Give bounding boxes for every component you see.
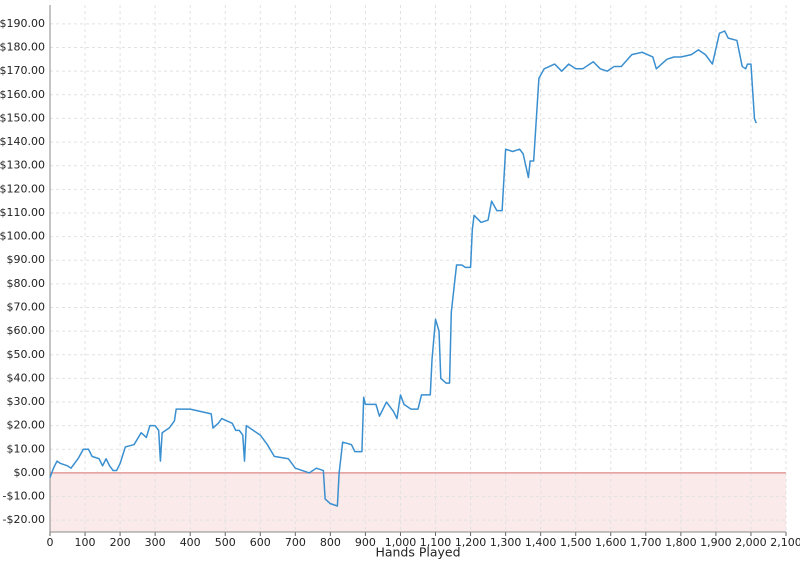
y-tick-label: $120.00 xyxy=(0,182,45,195)
y-tick-label: $160.00 xyxy=(0,88,45,101)
x-tick-label: 600 xyxy=(250,536,271,549)
x-tick-label: 1,100 xyxy=(420,536,452,549)
x-tick-label: 200 xyxy=(110,536,131,549)
x-tick-label: 1,200 xyxy=(455,536,487,549)
x-tick-label: 1,500 xyxy=(560,536,592,549)
x-tick-label: 400 xyxy=(180,536,201,549)
x-tick-label: 1,000 xyxy=(385,536,417,549)
y-tick-label: $180.00 xyxy=(0,41,45,54)
x-tick-label: 2,100 xyxy=(770,536,800,549)
series-line xyxy=(49,30,757,507)
y-tick-label: $60.00 xyxy=(7,324,46,337)
y-tick-label: -$20.00 xyxy=(3,513,45,526)
y-tick-label: $0.00 xyxy=(14,466,46,479)
y-tick-label: -$10.00 xyxy=(3,490,45,503)
y-tick-label: $90.00 xyxy=(7,253,46,266)
y-tick-label: $80.00 xyxy=(7,277,46,290)
x-tick-label: 700 xyxy=(285,536,306,549)
x-tick-label: 800 xyxy=(320,536,341,549)
y-tick-label: $10.00 xyxy=(7,442,46,455)
y-tick-label: $50.00 xyxy=(7,348,46,361)
x-tick-label: 1,300 xyxy=(490,536,522,549)
negative-region xyxy=(50,472,786,532)
x-tick-label: 1,700 xyxy=(630,536,662,549)
x-tick-label: 1,900 xyxy=(700,536,732,549)
y-tick-label: $150.00 xyxy=(0,111,45,124)
x-axis-title: Hands Played xyxy=(375,545,460,560)
y-tick-label: $130.00 xyxy=(0,159,45,172)
x-tick-label: 2,000 xyxy=(735,536,767,549)
x-tick-label: 1,600 xyxy=(595,536,627,549)
x-tick-label: 500 xyxy=(215,536,236,549)
y-tick-label: $170.00 xyxy=(0,64,45,77)
x-tick-label: 300 xyxy=(145,536,166,549)
y-tick-label: $140.00 xyxy=(0,135,45,148)
x-tick-label: 100 xyxy=(75,536,96,549)
y-tick-label: $100.00 xyxy=(0,230,45,243)
x-tick-label: 1,800 xyxy=(665,536,697,549)
y-tick-label: $30.00 xyxy=(7,395,46,408)
x-tick-label: 1,400 xyxy=(525,536,557,549)
x-tick-label: 0 xyxy=(47,536,54,549)
y-tick-label: $40.00 xyxy=(7,371,46,384)
y-tick-label: $190.00 xyxy=(0,17,45,30)
y-tick-label: $70.00 xyxy=(7,300,46,313)
y-tick-label: $20.00 xyxy=(7,419,46,432)
x-tick-label: 900 xyxy=(355,536,376,549)
y-tick-label: $110.00 xyxy=(0,206,45,219)
